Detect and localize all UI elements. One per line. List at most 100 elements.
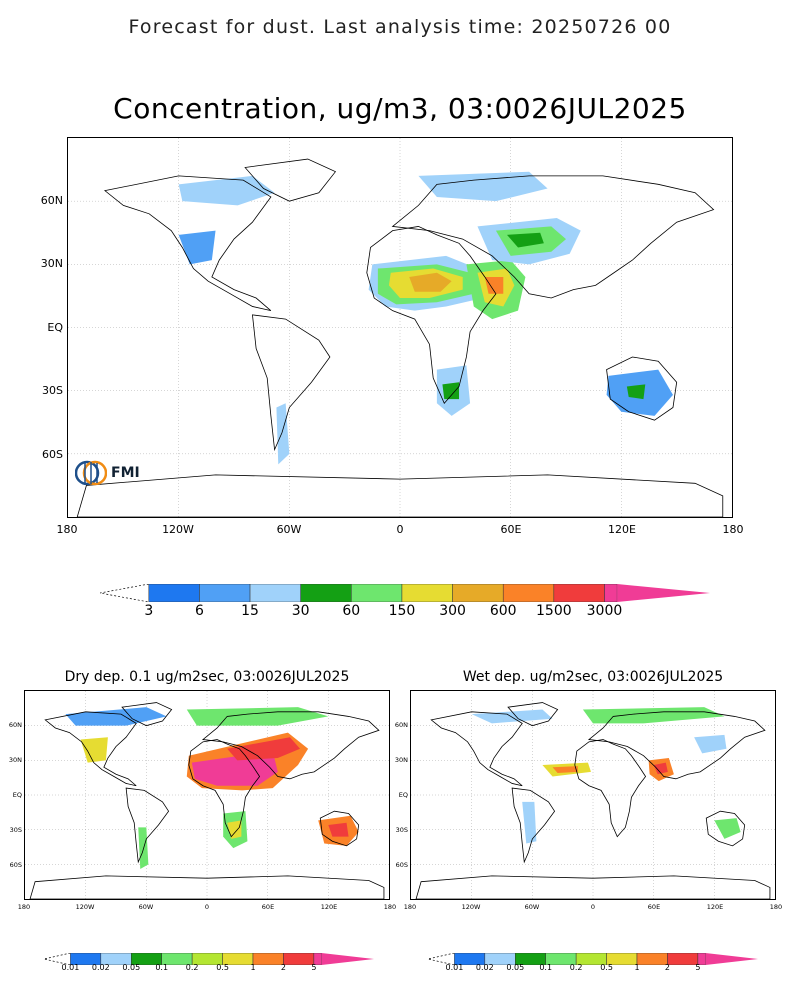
fmi-logo-text: FMI — [111, 465, 140, 481]
lon-tick-label: 180 — [17, 903, 31, 911]
colorbar-tick-label: 60 — [342, 603, 361, 619]
colorbar-tick-label: 0.2 — [569, 963, 583, 972]
continent-outline — [45, 712, 136, 786]
continent-outline — [126, 788, 168, 862]
colorbar-tick-label: 0.01 — [61, 963, 80, 972]
continent-outline — [252, 315, 329, 450]
lon-tick-label: 120W — [162, 523, 194, 536]
wet-deposition-map — [410, 690, 776, 900]
map-gridlines — [411, 691, 775, 899]
lon-tick-label: 60E — [500, 523, 522, 536]
colorbar-tick-label: 1500 — [536, 603, 572, 619]
colorbar-under-arrow — [43, 952, 71, 966]
fmi-logo: FMI — [75, 457, 145, 491]
lat-tick-label: 30N — [40, 257, 63, 270]
lon-tick-label: 60E — [261, 903, 275, 911]
lat-tick-label: 60S — [395, 861, 408, 869]
lon-tick-label: 60W — [138, 903, 154, 911]
wet-deposition-title: Wet dep. ug/m2sec, 03:0026JUL2025 — [462, 669, 724, 685]
map-gridlines — [68, 138, 732, 517]
wet-deposition-map-svg — [411, 691, 775, 899]
coastline-outlines — [77, 159, 723, 517]
colorbar-tick-label: 0.1 — [155, 963, 169, 972]
continent-outline — [30, 876, 384, 899]
lon-tick-label: 0 — [590, 903, 596, 911]
wet-colorbar-svg — [427, 952, 758, 966]
colorbar-tick-label: 0.05 — [122, 963, 141, 972]
continent-outline — [706, 811, 744, 846]
coastline-outlines — [30, 703, 384, 899]
dry-deposition-map-svg — [25, 691, 389, 899]
concentration-map-svg — [68, 138, 732, 517]
continent-outline — [512, 788, 554, 862]
continent-outline — [320, 811, 358, 846]
colorbar-over-arrow — [617, 584, 710, 602]
continent-outline — [589, 712, 765, 779]
colorbar-tick-label: 30 — [291, 603, 310, 619]
colorbar-segment — [300, 583, 352, 603]
lon-tick-label: 180 — [383, 903, 397, 911]
colorbar-segment — [283, 952, 315, 966]
lat-tick-label: 30S — [395, 826, 408, 834]
colorbar-tick-label: 3 — [144, 603, 154, 619]
colorbar-tick-label: 1 — [634, 963, 640, 972]
lon-tick-label: 60W — [276, 523, 302, 536]
lat-tick-label: 30N — [8, 756, 22, 764]
colorbar-segment — [667, 952, 699, 966]
colorbar-segment — [604, 583, 618, 603]
colorbar-tick-label: 300 — [439, 603, 466, 619]
colorbar-tick-label: 0.5 — [600, 963, 613, 972]
concentration-colorbar: 3 6 15 30 60 150 300 600 1500 3000 — [99, 583, 710, 620]
coastline-outlines — [416, 703, 770, 899]
lat-tick-label: 60N — [8, 721, 22, 729]
dry-deposition-title: Dry dep. 0.1 ug/m2sec, 03:0026JUL2025 — [64, 669, 350, 685]
colorbar-segment — [502, 583, 555, 603]
colorbar-segment — [452, 583, 504, 603]
lat-tick-label: 60N — [394, 721, 408, 729]
colorbar-segment — [249, 583, 301, 603]
colorbar-tick-label: 2 — [664, 963, 670, 972]
colorbar-segment — [351, 583, 403, 603]
colorbar-tick-label: 0.02 — [475, 963, 494, 972]
colorbar-tick-label: 5 — [311, 963, 317, 972]
continent-outline — [245, 159, 335, 201]
wet-deposition-fields — [471, 707, 741, 844]
lon-tick-label: 120W — [75, 903, 95, 911]
lon-tick-label: 180 — [769, 903, 783, 911]
lat-tick-label: 60N — [40, 193, 63, 207]
continent-outline — [122, 703, 172, 726]
colorbar-segment — [636, 952, 668, 966]
continent-outline — [77, 475, 723, 517]
dry-deposition-fields — [65, 707, 359, 869]
colorbar-tick-label: 15 — [241, 603, 259, 619]
colorbar-tick-label: 3000 — [586, 603, 623, 619]
lon-tick-label: 0 — [204, 903, 210, 911]
continent-outline — [416, 876, 770, 899]
dust-concentration-fields — [178, 171, 673, 465]
colorbar-tick-label: 6 — [194, 603, 204, 619]
lon-tick-label: 60W — [524, 903, 540, 911]
lon-tick-label: 120E — [706, 903, 724, 911]
lat-tick-label: 30S — [9, 826, 22, 834]
colorbar-tick-label: 0.5 — [216, 963, 229, 972]
continent-outline — [189, 740, 260, 837]
colorbar-tick-label: 2 — [280, 963, 286, 972]
colorbar-tick-label: 5 — [695, 963, 701, 972]
continent-outline — [575, 740, 646, 837]
lat-tick-label: 30N — [394, 756, 408, 764]
fmi-logo-icon — [75, 460, 107, 486]
lon-tick-label: 0 — [396, 523, 404, 536]
colorbar-tick-label: 0.05 — [506, 963, 525, 972]
colorbar-tick-label: 150 — [388, 603, 416, 619]
lon-tick-label: 60E — [647, 903, 661, 911]
continent-outline — [607, 357, 677, 420]
lat-tick-label: 60S — [42, 447, 63, 461]
concentration-map-title: Concentration, ug/m3, 03:0026JUL2025 — [113, 92, 687, 125]
colorbar-segment — [199, 583, 251, 603]
wet-deposition-colorbar: 0.01 0.02 0.05 0.1 0.2 0.5 1 2 5 — [427, 950, 758, 975]
concentration-map — [67, 137, 733, 518]
colorbar-segment — [148, 583, 200, 603]
colorbar-tick-label: 0.01 — [445, 963, 464, 972]
continent-outline — [203, 712, 379, 779]
colorbar-under-arrow — [99, 583, 149, 603]
